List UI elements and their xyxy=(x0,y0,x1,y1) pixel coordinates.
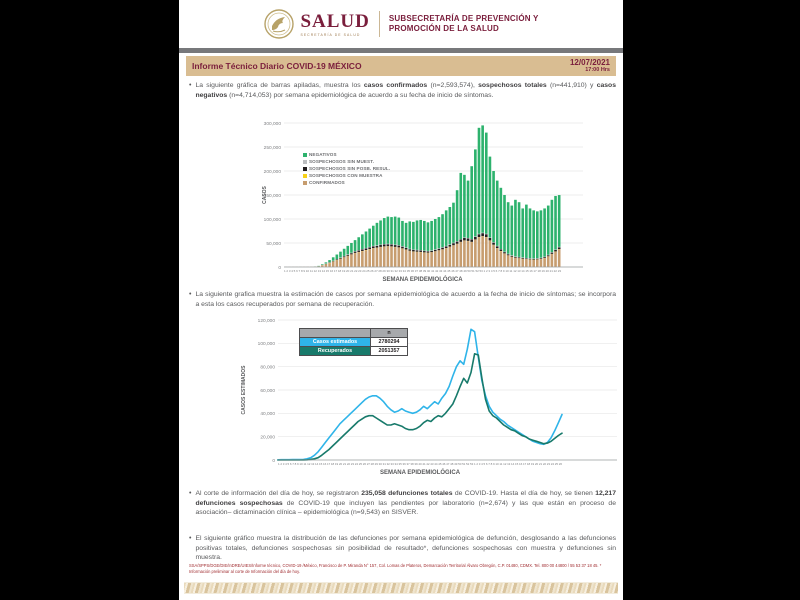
svg-text:100,000: 100,000 xyxy=(258,341,276,347)
legend-swatch-icon xyxy=(303,180,307,185)
bullet-text: La siguiente grafica muestra la estimaci… xyxy=(195,291,616,308)
legend-item: SOSPECHOSOS CON MUESTRA xyxy=(303,173,390,178)
stacked-bar-chart-cases: 0 50,000 100,000 150,000 200,000 250,000 300,0… xyxy=(259,112,595,288)
table-row: Recuperados 2051357 xyxy=(299,346,408,356)
report-title-bar: Informe Técnico Diario COVID-19 MÉXICO 1… xyxy=(186,56,616,76)
svg-text:50,000: 50,000 xyxy=(266,241,281,247)
svg-text:100,000: 100,000 xyxy=(264,217,282,223)
stacked-bar-chart-legend: NEGATIVOS SOSPECHOSOS SIN MUEST. SOSPECHOS… xyxy=(303,152,390,185)
legend-label: CONFIRMADOS xyxy=(309,180,345,185)
svg-text:0: 0 xyxy=(278,265,281,271)
svg-text:1 2 3 4 5 6 7 8 9 10 11 12 13: 1 2 3 4 5 6 7 8 9 10 11 12 13 14 15 16 1… xyxy=(278,462,562,466)
report-datetime: 12/07/2021 17:00 Hrs xyxy=(569,57,610,74)
bullet-deaths-distribution: • El siguiente gráfico muestra la distrib… xyxy=(189,534,616,563)
svg-text:CASOS ESTIMADOS: CASOS ESTIMADOS xyxy=(241,365,247,415)
legend-swatch-icon xyxy=(303,152,307,157)
bullet-marker: • xyxy=(189,82,192,89)
salud-wordmark-subtitle: SECRETARÍA DE SALUD xyxy=(300,32,361,37)
bullet-deaths-total: • Al corte de información del día de hoy,… xyxy=(189,489,616,518)
svg-text:20,000: 20,000 xyxy=(260,434,275,440)
subsecretaria-title: SUBSECRETARÍA DE PREVENCIÓN Y PROMOCIÓN … xyxy=(389,14,539,34)
legend-item: CONFIRMADOS xyxy=(303,180,390,185)
legend-swatch-icon xyxy=(303,166,307,171)
bullet-text: Al corte de información del día de hoy, … xyxy=(195,490,616,517)
subsecretaria-line2: PROMOCIÓN DE LA SALUD xyxy=(388,24,499,33)
report-time: 17:00 Hrs xyxy=(585,66,610,73)
svg-text:200,000: 200,000 xyxy=(264,169,282,175)
table-row-label: Recuperados xyxy=(299,346,371,356)
svg-text:300,000: 300,000 xyxy=(264,121,282,127)
table-header-row: n xyxy=(299,328,408,338)
salud-logo: SALUD SECRETARÍA DE SALUD xyxy=(263,8,369,40)
line-chart-estimated-cases: 0 20,000 40,000 60,000 80,000 100,000 120,000 1… xyxy=(215,312,619,484)
document-header: SALUD SECRETARÍA DE SALUD SUBSECRETARÍA … xyxy=(179,8,623,40)
legend-label: SOSPECHOSOS SIN POSB. RESUL. xyxy=(309,166,391,171)
line-chart-plot: 0 20,000 40,000 60,000 80,000 100,000 120,000 1… xyxy=(215,312,619,489)
stacked-bar-chart-plot: 0 50,000 100,000 150,000 200,000 250,000 300,0… xyxy=(259,112,595,293)
svg-text:CASOS: CASOS xyxy=(262,185,268,203)
bullet-marker: • xyxy=(189,291,192,298)
legend-item: NEGATIVOS xyxy=(303,152,390,157)
footer-line2: Tel. 800 00 44800 / 55 53 37 18 45. * In… xyxy=(189,563,602,575)
report-page: SALUD SECRETARÍA DE SALUD SUBSECRETARÍA … xyxy=(179,0,623,600)
table-row-value: 2051357 xyxy=(370,346,408,356)
table-corner-cell xyxy=(299,328,371,338)
bullet-estimated-cases: • La siguiente grafica muestra la estimac… xyxy=(189,290,616,309)
bullet-marker: • xyxy=(189,490,192,497)
salud-eagle-icon xyxy=(264,9,295,39)
legend-label: NEGATIVOS xyxy=(309,152,337,157)
svg-text:60,000: 60,000 xyxy=(260,388,275,394)
legend-swatch-icon xyxy=(303,159,307,164)
svg-text:80,000: 80,000 xyxy=(260,364,275,370)
legend-item: SOSPECHOSOS SIN POSB. RESUL. xyxy=(303,166,390,171)
table-row-label: Casos estimados xyxy=(299,337,371,347)
svg-text:150,000: 150,000 xyxy=(264,193,282,199)
svg-text:120,000: 120,000 xyxy=(258,318,276,324)
table-row: Casos estimados 2780294 xyxy=(299,337,408,347)
estimated-cases-table: n Casos estimados 2780294 Recuperados 205135… xyxy=(299,328,408,356)
header-rule xyxy=(179,48,623,53)
header-divider xyxy=(378,11,380,37)
legend-item: SOSPECHOSOS SIN MUEST. xyxy=(303,159,390,164)
table-header-n: n xyxy=(370,328,408,338)
table-row-value: 2780294 xyxy=(370,337,408,347)
salud-wordmark: SALUD xyxy=(300,10,370,32)
document-footer: SSA/SPPS/DGE/DIE/InDRE/UIES/Informe técn… xyxy=(189,563,615,576)
report-date: 12/07/2021 xyxy=(569,57,610,67)
svg-text:1 2 3 4 5 6 7 8 9 10 11 12 13: 1 2 3 4 5 6 7 8 9 10 11 12 13 14 15 16 1… xyxy=(284,269,561,273)
legend-label: SOSPECHOSOS SIN MUEST. xyxy=(309,159,374,164)
svg-text:SEMANA EPIDEMIOLÓGICA: SEMANA EPIDEMIOLÓGICA xyxy=(380,468,461,476)
legend-swatch-icon xyxy=(303,173,307,178)
bullet-text: El siguiente gráfico muestra la distribu… xyxy=(195,535,616,562)
bullet-text: La siguiente gráfica de barras apiladas,… xyxy=(195,82,616,99)
svg-text:250,000: 250,000 xyxy=(264,145,282,151)
svg-text:40,000: 40,000 xyxy=(260,411,275,417)
report-title: Informe Técnico Diario COVID-19 MÉXICO xyxy=(192,61,362,71)
subsecretaria-line1: SUBSECRETARÍA DE PREVENCIÓN Y xyxy=(388,14,539,23)
decorative-bottom-band xyxy=(184,582,618,594)
svg-text:SEMANA EPIDEMIOLÓGICA: SEMANA EPIDEMIOLÓGICA xyxy=(382,275,463,283)
svg-text:0: 0 xyxy=(272,458,275,464)
legend-label: SOSPECHOSOS CON MUESTRA xyxy=(309,173,383,178)
bullet-confirmed-cases: • La siguiente gráfica de barras apiladas… xyxy=(189,81,616,100)
footer-line1: SSA/SPPS/DGE/DIE/InDRE/UIES/Informe técn… xyxy=(189,563,534,568)
bullet-marker: • xyxy=(189,535,192,542)
